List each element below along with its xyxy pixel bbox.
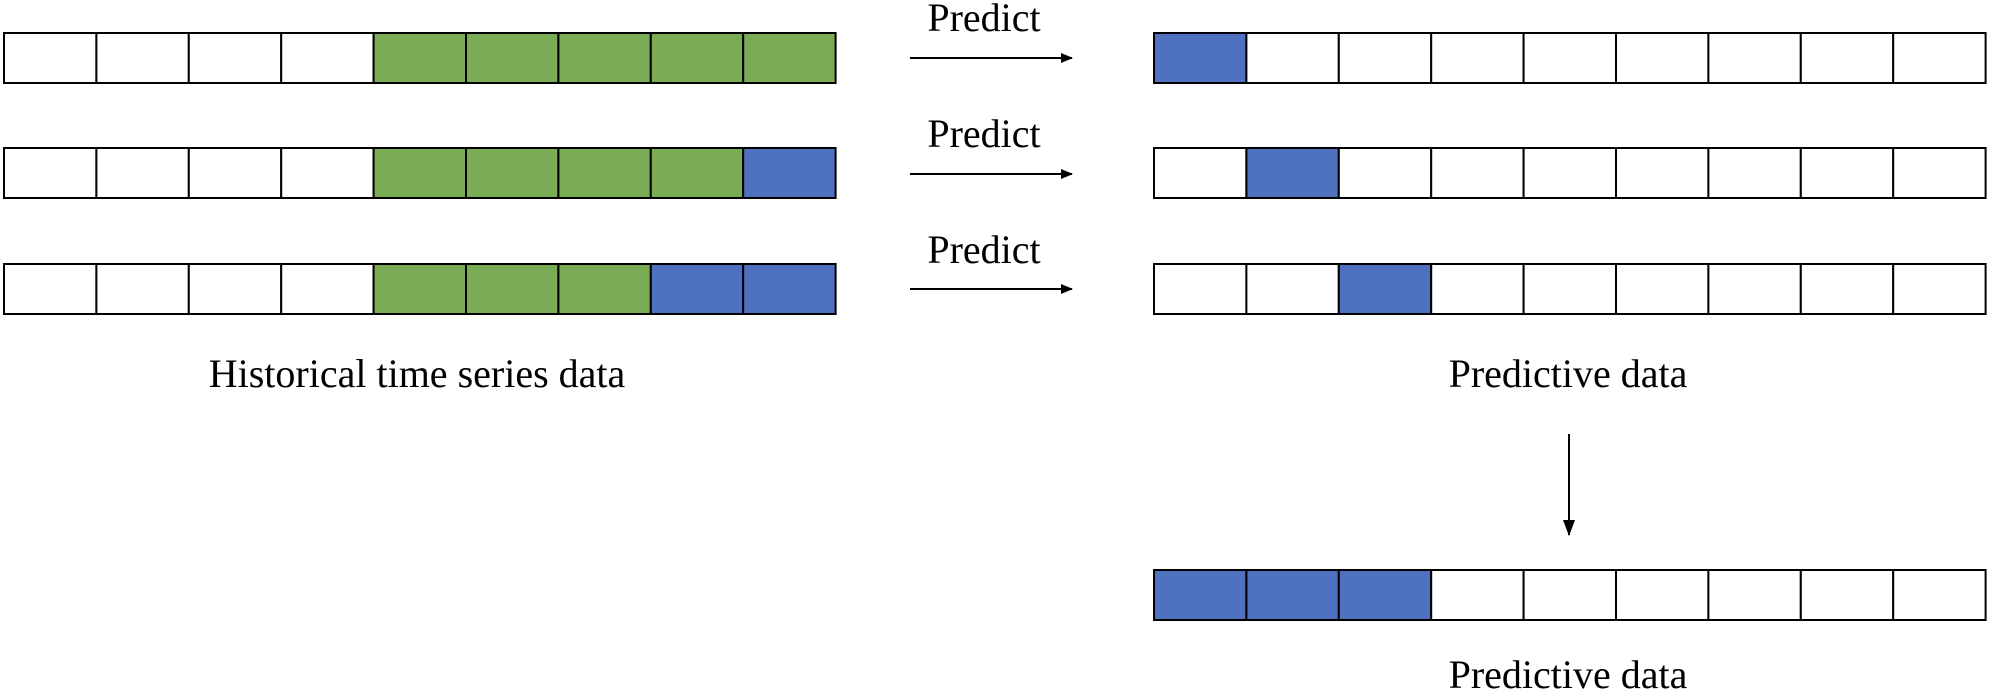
predictive-label: Predictive data xyxy=(1449,652,1688,697)
cell xyxy=(465,263,560,315)
cell xyxy=(1522,263,1617,315)
arrow-label: Predict xyxy=(927,0,1040,40)
cell xyxy=(649,147,745,199)
cell xyxy=(649,263,745,315)
cell xyxy=(1522,147,1617,199)
cell xyxy=(372,263,468,315)
cell xyxy=(742,32,837,84)
cell xyxy=(372,32,468,84)
historical-label: Historical time series data xyxy=(209,351,626,396)
cell xyxy=(1337,569,1433,621)
cell xyxy=(1430,147,1525,199)
cells xyxy=(3,32,1987,621)
cell xyxy=(1892,147,1987,199)
cell xyxy=(280,147,375,199)
cell xyxy=(187,263,283,315)
cell xyxy=(280,263,375,315)
cell xyxy=(1707,569,1802,621)
cell xyxy=(1245,263,1340,315)
cell xyxy=(1153,263,1248,315)
cell xyxy=(1707,32,1802,84)
cell xyxy=(742,147,837,199)
cell xyxy=(1245,32,1340,84)
cell xyxy=(3,147,98,199)
cell xyxy=(1892,32,1987,84)
cell xyxy=(1430,32,1525,84)
cell xyxy=(95,147,190,199)
cell xyxy=(3,263,98,315)
predictive-label: Predictive data xyxy=(1449,351,1688,396)
cell xyxy=(1707,263,1802,315)
cell xyxy=(1522,32,1617,84)
cell xyxy=(1799,569,1895,621)
arrow-label: Predict xyxy=(927,227,1040,272)
cell xyxy=(187,147,283,199)
cell xyxy=(1245,147,1340,199)
cell xyxy=(465,147,560,199)
cell xyxy=(1245,569,1340,621)
cell xyxy=(1430,569,1525,621)
cell xyxy=(1153,32,1248,84)
cell xyxy=(1799,32,1895,84)
cell xyxy=(1615,569,1710,621)
cell xyxy=(1337,263,1433,315)
cell xyxy=(1337,147,1433,199)
cell xyxy=(1522,569,1617,621)
cell xyxy=(372,147,468,199)
cell xyxy=(1892,569,1987,621)
cell xyxy=(1615,32,1710,84)
arrow-label: Predict xyxy=(927,111,1040,156)
cell xyxy=(1799,263,1895,315)
cell xyxy=(1153,147,1248,199)
cell xyxy=(1615,147,1710,199)
cell xyxy=(649,32,745,84)
cell xyxy=(1707,147,1802,199)
cell xyxy=(95,263,190,315)
cell xyxy=(1799,147,1895,199)
cell xyxy=(742,263,837,315)
cell xyxy=(557,147,652,199)
cell xyxy=(1430,263,1525,315)
cell xyxy=(1892,263,1987,315)
cell xyxy=(95,32,190,84)
cell xyxy=(557,32,652,84)
cell xyxy=(3,32,98,84)
cell xyxy=(1153,569,1248,621)
cell xyxy=(557,263,652,315)
cell xyxy=(280,32,375,84)
cell xyxy=(1337,32,1433,84)
cell xyxy=(1615,263,1710,315)
cell xyxy=(187,32,283,84)
cell xyxy=(465,32,560,84)
